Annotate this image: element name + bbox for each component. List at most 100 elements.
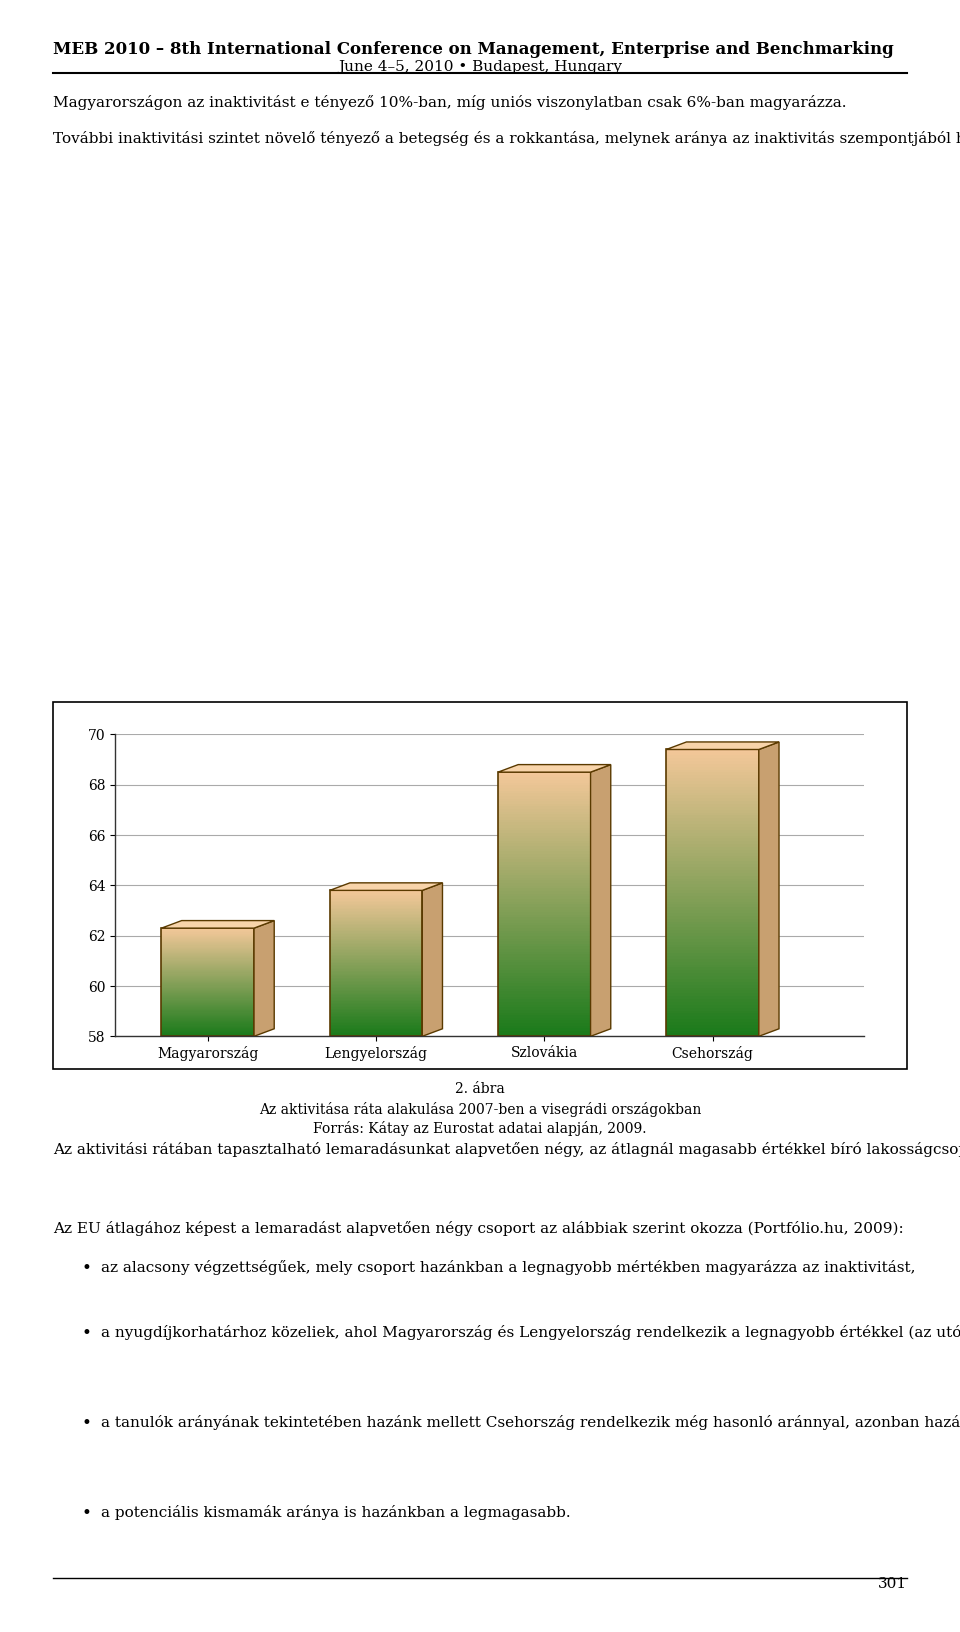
Bar (498, 1027, 590, 1028)
Bar (666, 850, 758, 854)
Bar (666, 950, 758, 953)
Bar (666, 844, 758, 847)
Bar (498, 805, 590, 806)
Bar (666, 961, 758, 965)
Text: További inaktivitási szintet növelő tényező a betegség és a rokkantása, melynek : További inaktivitási szintet növelő tény… (53, 131, 960, 145)
Bar (498, 818, 590, 819)
Bar (498, 806, 590, 809)
Bar (666, 999, 758, 1002)
Text: a nyugdíjkorhatárhoz közeliek, ahol Magyarország és Lengyelország rendelkezik a : a nyugdíjkorhatárhoz közeliek, ahol Magy… (101, 1325, 960, 1340)
Bar (498, 849, 590, 852)
Bar (666, 984, 758, 987)
Bar (498, 873, 590, 875)
Bar (498, 909, 590, 912)
Bar (498, 891, 590, 894)
Bar (498, 956, 590, 960)
Bar (498, 943, 590, 947)
Bar (666, 911, 758, 912)
Bar (666, 761, 758, 764)
Bar (666, 960, 758, 961)
Bar (666, 888, 758, 889)
Bar (666, 876, 758, 878)
Bar (498, 1031, 590, 1033)
Bar (498, 883, 590, 886)
Bar (498, 1018, 590, 1020)
Bar (498, 790, 590, 793)
Text: 2. ábra: 2. ábra (455, 1082, 505, 1097)
Bar (666, 790, 758, 793)
Text: MEB 2010 – 8th International Conference on Management, Enterprise and Benchmarki: MEB 2010 – 8th International Conference … (53, 41, 894, 57)
Bar (666, 806, 758, 809)
Bar (666, 945, 758, 948)
Text: 301: 301 (878, 1577, 907, 1591)
Bar (498, 796, 590, 798)
Bar (498, 772, 590, 1036)
Bar (498, 840, 590, 844)
Bar (666, 907, 758, 911)
Bar (666, 935, 758, 938)
Bar (498, 1007, 590, 1010)
Bar (498, 783, 590, 785)
Text: •: • (82, 1415, 91, 1431)
Bar (498, 973, 590, 976)
Bar (498, 1010, 590, 1012)
Bar (498, 955, 590, 956)
Text: az alacsony végzettségűek, mely csoport hazánkban a legnagyobb mértékben magyará: az alacsony végzettségűek, mely csoport … (101, 1260, 915, 1275)
Bar (666, 775, 758, 778)
Bar (666, 901, 758, 904)
Bar (498, 989, 590, 991)
Bar (666, 1022, 758, 1025)
Bar (498, 865, 590, 867)
Text: Forrás: Kátay az Eurostat adatai alapján, 2009.: Forrás: Kátay az Eurostat adatai alapján… (313, 1121, 647, 1136)
Bar (498, 801, 590, 805)
Bar (666, 867, 758, 870)
Bar (666, 956, 758, 960)
Bar (498, 968, 590, 971)
Bar (666, 816, 758, 818)
Bar (666, 818, 758, 821)
Bar (498, 839, 590, 840)
Bar (498, 1002, 590, 1005)
Bar (498, 1033, 590, 1036)
Bar (498, 912, 590, 916)
Bar (666, 982, 758, 984)
Bar (498, 878, 590, 880)
Bar (666, 809, 758, 813)
Bar (498, 934, 590, 935)
Bar (666, 813, 758, 816)
Bar (666, 749, 758, 1036)
Bar (666, 896, 758, 899)
Bar (498, 793, 590, 796)
Bar (498, 984, 590, 986)
Text: Az EU átlagához képest a lemaradást alapvetően négy csoport az alábbiak szerint : Az EU átlagához képest a lemaradást alap… (53, 1221, 903, 1235)
Bar (498, 976, 590, 978)
Polygon shape (666, 743, 779, 749)
Bar (498, 824, 590, 827)
Bar (666, 987, 758, 991)
Bar (498, 875, 590, 878)
Bar (498, 1015, 590, 1018)
Bar (498, 832, 590, 836)
Bar (498, 1020, 590, 1023)
Bar (666, 885, 758, 888)
Bar (666, 1013, 758, 1017)
Bar (666, 1002, 758, 1005)
Bar (498, 917, 590, 920)
Text: Az aktivitása ráta alakulása 2007-ben a visegrádi országokban: Az aktivitása ráta alakulása 2007-ben a … (259, 1102, 701, 1116)
Bar (666, 827, 758, 829)
Bar (666, 904, 758, 907)
Text: •: • (82, 1505, 91, 1521)
Polygon shape (161, 920, 275, 929)
Bar (666, 847, 758, 850)
Bar (666, 948, 758, 950)
Bar (498, 831, 590, 832)
Bar (666, 805, 758, 806)
Bar (666, 855, 758, 858)
Bar (666, 934, 758, 935)
Bar (666, 973, 758, 976)
Bar (498, 854, 590, 857)
Polygon shape (498, 764, 611, 772)
Bar (498, 860, 590, 862)
Polygon shape (590, 764, 611, 1036)
Bar (498, 1012, 590, 1015)
